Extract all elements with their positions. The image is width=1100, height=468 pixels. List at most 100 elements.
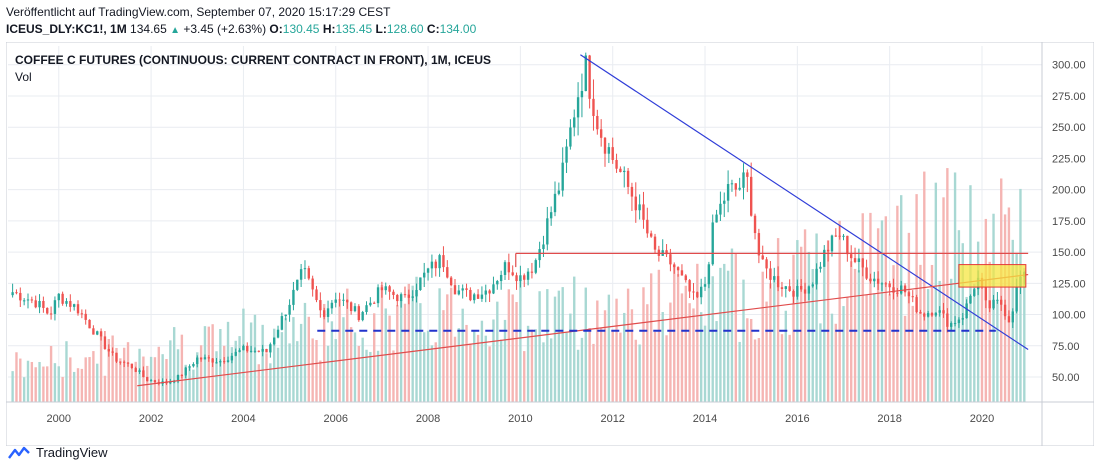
candle-body [373,302,376,304]
volume-bar [665,335,668,402]
volume-bar [988,261,991,402]
candle-body [315,289,318,301]
candle-body [549,212,553,219]
volume-bar [730,248,734,402]
candle-body [826,249,830,252]
volume-bar [180,334,184,402]
volume-bar [661,312,664,402]
candle-body [807,286,811,294]
candle-body [938,310,941,313]
chart-title: COFFEE C FUTURES (CONTINUOUS: CURRENT CO… [15,53,491,67]
candle-body [465,288,468,290]
candle-body [211,358,214,363]
volume-bar [784,310,788,402]
y-tick-label: 75.00 [1052,341,1080,353]
close-value: 134.00 [439,22,477,36]
candle-body [411,296,414,298]
brand-name: TradingView [36,445,108,460]
footer-brand[interactable]: TradingView [8,445,108,460]
candle-body [553,193,557,213]
x-tick-label: 2000 [47,413,71,425]
volume-bar [496,301,499,402]
volume-bar [980,288,984,402]
symbol-name[interactable]: ICEUS_DLY:KC1!, 1M [6,22,127,36]
volume-bar [673,264,676,402]
candle-body [42,300,45,308]
volume-bar [553,296,557,402]
candle-body [199,357,203,360]
volume-bar [238,336,241,402]
candle-body [207,357,210,359]
y-tick-label: 125.00 [1052,278,1086,290]
candle-body [119,361,122,363]
volume-bar [488,346,491,402]
price-chart[interactable]: 50.00 75.00 100.00 125.00 150.00 175.00 200.00… [5,41,1095,447]
candle-body [365,305,368,313]
volume-bar [826,240,830,402]
volume-bar [107,339,110,402]
volume-bar [607,294,611,402]
volume-bar [549,338,553,402]
volume-bar [803,229,807,402]
candle-body [499,274,503,282]
candle-body [423,272,426,278]
volume-bar [676,274,680,402]
volume-bar [953,172,957,402]
candle-body [153,380,157,383]
volume-bar [580,337,584,402]
y-tick-label: 225.00 [1052,153,1086,165]
volume-bar [519,278,522,402]
volume-bar [11,371,14,402]
volume-bar [22,377,26,402]
volume-bar [965,296,968,402]
candle-body [273,337,276,345]
candle-body [338,299,341,301]
x-tick-label: 2010 [508,413,532,425]
candle-body [780,287,784,289]
candle-body [776,276,780,288]
candle-body [480,294,484,299]
volume-bar [426,330,430,402]
last-price: 134.65 [130,22,167,36]
candle-body [369,302,372,306]
volume-bar [715,321,718,402]
candle-body [742,172,745,188]
volume-bar [573,276,576,402]
volume-bar [265,353,268,402]
candle-body [449,277,453,286]
volume-bar [34,367,37,402]
candle-body [946,313,949,327]
y-tick-label: 100.00 [1052,310,1086,322]
candle-body [565,146,568,163]
candle-body [1015,286,1018,312]
candle-body [961,318,964,320]
candle-body [584,55,587,92]
candle-body [330,302,334,309]
volume-bar [561,287,564,402]
candle-body [203,357,207,360]
candle-body [669,254,672,265]
candle-body [830,235,834,252]
volume-bar [753,339,757,402]
volume-bar [599,328,603,402]
volume-bar [976,241,980,402]
candle-body [792,290,795,297]
volume-bar [542,342,545,402]
candle-body [753,215,757,234]
candle-body [442,255,445,268]
volume-bar [53,363,57,402]
volume-bar [888,294,891,402]
volume-bar [934,182,938,402]
candle-body [726,184,730,201]
volume-bar [515,302,518,402]
candle-body [434,261,437,269]
volume-bar [103,375,107,402]
chart-area[interactable]: 50.00 75.00 100.00 125.00 150.00 175.00 200.00… [5,41,1095,447]
volume-bar [861,213,864,402]
volume-bar [115,347,118,402]
candle-body [665,250,668,255]
candle-body [146,377,149,382]
candle-body [103,336,107,349]
candle-body [557,190,561,194]
volume-bar [523,351,526,402]
